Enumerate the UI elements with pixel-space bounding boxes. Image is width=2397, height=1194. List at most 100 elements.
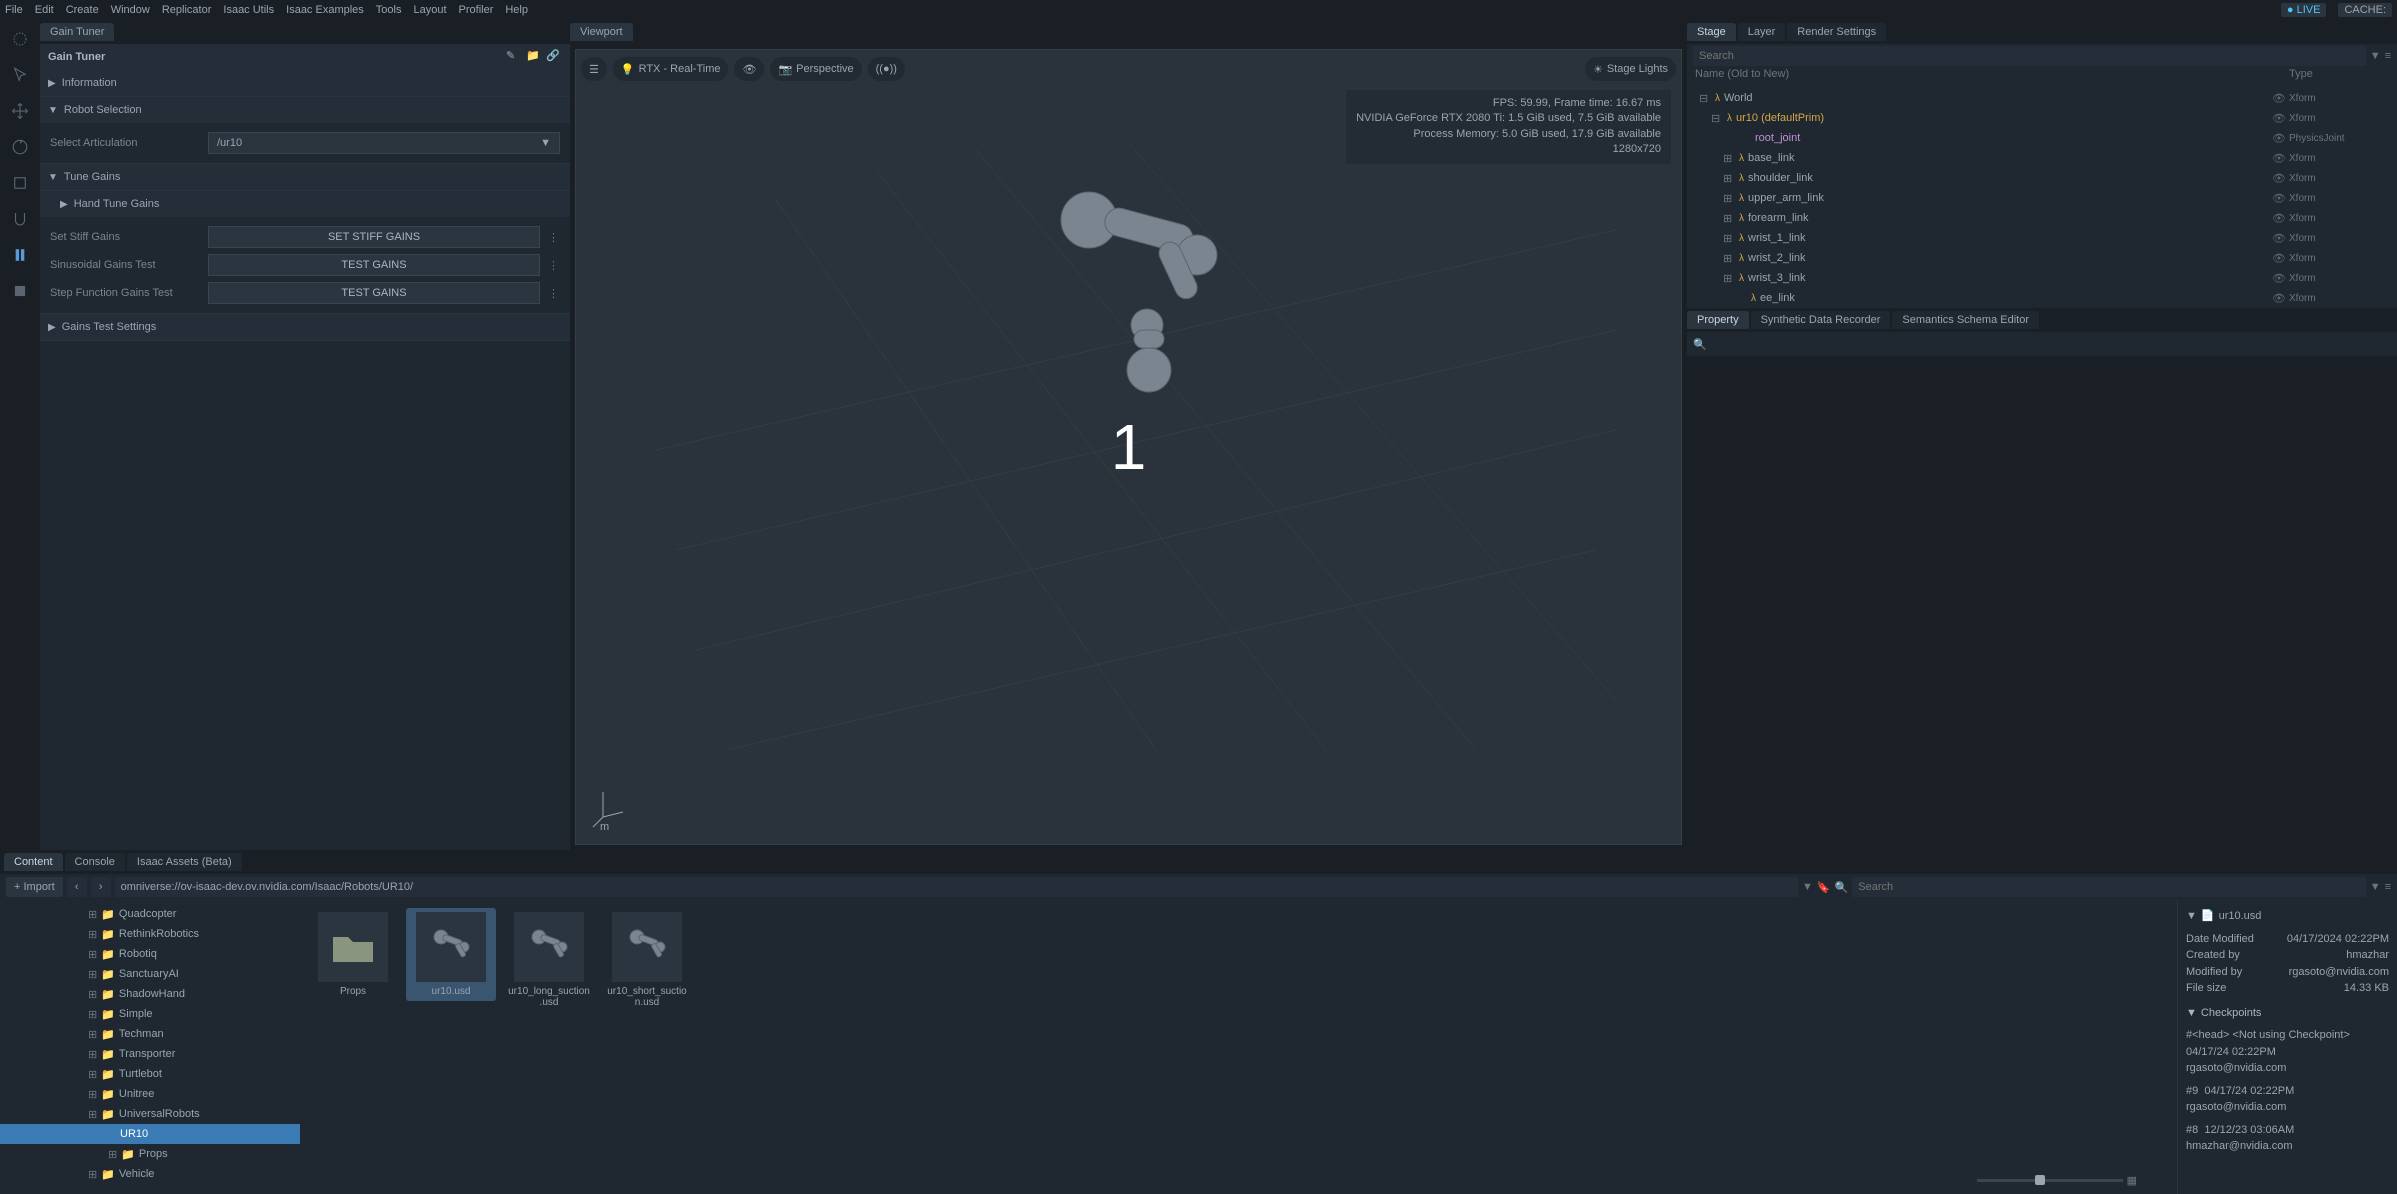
folder-row[interactable]: ⊞📁Transporter bbox=[0, 1044, 300, 1064]
tree-row[interactable]: ⊟ λ ur10 (defaultPrim) 👁Xform bbox=[1687, 108, 2397, 128]
nav-forward-button[interactable]: › bbox=[91, 877, 111, 897]
folder-row[interactable]: ⊞📁Simple bbox=[0, 1004, 300, 1024]
tree-row[interactable]: ⊞ λ upper_arm_link 👁Xform bbox=[1687, 188, 2397, 208]
filter-icon[interactable]: ▼ bbox=[2370, 881, 2381, 893]
tree-row[interactable]: ⊞ λ wrist_3_link 👁Xform bbox=[1687, 268, 2397, 288]
grid-view-icon[interactable]: ▦ bbox=[2127, 1174, 2137, 1187]
snap-tool-icon[interactable] bbox=[6, 205, 34, 233]
menu-isaac-examples[interactable]: Isaac Examples bbox=[286, 4, 364, 16]
menu-help[interactable]: Help bbox=[505, 4, 528, 16]
type-column-header[interactable]: Type bbox=[2289, 68, 2389, 88]
pause-tool-icon[interactable] bbox=[6, 241, 34, 269]
test-gains-button-1[interactable]: TEST GAINS bbox=[208, 254, 540, 276]
tree-row[interactable]: ⊞ λ wrist_2_link 👁Xform bbox=[1687, 248, 2397, 268]
folder-row[interactable]: ⊞📁Unitree bbox=[0, 1084, 300, 1104]
articulation-dropdown[interactable]: /ur10 ▼ bbox=[208, 132, 560, 154]
folder-row-selected[interactable]: UR10 bbox=[0, 1124, 300, 1144]
folder-icon[interactable]: 📁 bbox=[526, 49, 542, 65]
tree-row[interactable]: ⊟ λ World 👁Xform bbox=[1687, 88, 2397, 108]
name-column-header[interactable]: Name (Old to New) bbox=[1695, 68, 2269, 88]
folder-row[interactable]: ⊞📁UniversalRobots bbox=[0, 1104, 300, 1124]
folder-row[interactable]: ⊞📁Vehicle bbox=[0, 1164, 300, 1184]
nav-back-button[interactable]: ‹ bbox=[67, 877, 87, 897]
stage-lights-button[interactable]: ☀ Stage Lights bbox=[1585, 57, 1676, 81]
list-view-icon[interactable]: ≡ bbox=[2385, 881, 2391, 893]
options-icon[interactable]: ≡ bbox=[2385, 50, 2391, 62]
viewport-tab[interactable]: Viewport bbox=[570, 23, 633, 41]
isaac-assets-tab[interactable]: Isaac Assets (Beta) bbox=[127, 853, 242, 871]
menu-tools[interactable]: Tools bbox=[376, 4, 402, 16]
menu-replicator[interactable]: Replicator bbox=[162, 4, 212, 16]
stage-search-input[interactable] bbox=[1693, 46, 2366, 66]
camera-button[interactable]: 📷 Perspective bbox=[770, 57, 861, 81]
import-button[interactable]: + Import bbox=[6, 877, 63, 897]
tune-gains-section[interactable]: ▼Tune Gains bbox=[40, 164, 570, 190]
tree-row[interactable]: ⊞ λ forearm_link 👁Xform bbox=[1687, 208, 2397, 228]
filter-icon[interactable]: ▼ bbox=[2370, 50, 2381, 62]
bookmark-icon[interactable]: 🔖 bbox=[1817, 881, 1831, 894]
checkpoint-3-num[interactable]: #8 bbox=[2186, 1124, 2198, 1136]
hand-tune-gains-section[interactable]: ▶Hand Tune Gains bbox=[40, 191, 570, 217]
tree-row[interactable]: ⊞ λ base_link 👁Xform bbox=[1687, 148, 2397, 168]
property-search-input[interactable] bbox=[1707, 334, 2391, 354]
cache-badge[interactable]: CACHE: bbox=[2338, 3, 2392, 17]
gain-tuner-tab[interactable]: Gain Tuner bbox=[40, 23, 114, 41]
search-icon[interactable]: 🔍 bbox=[1835, 881, 1849, 894]
rtx-mode-button[interactable]: 💡 RTX - Real-Time bbox=[613, 57, 729, 81]
menu-create[interactable]: Create bbox=[66, 4, 99, 16]
stage-tree[interactable]: ⊟ λ World 👁Xform ⊟ λ ur10 (defaultPrim) … bbox=[1687, 88, 2397, 308]
menu-window[interactable]: Window bbox=[111, 4, 150, 16]
folder-row[interactable]: ⊞📁Techman bbox=[0, 1024, 300, 1044]
thumbnail-grid[interactable]: Propsur10.usdur10_long_suction.usdur10_s… bbox=[300, 900, 2177, 1194]
move-tool-icon[interactable] bbox=[6, 97, 34, 125]
thumbnail[interactable]: ur10_long_suction.usd bbox=[504, 908, 594, 1012]
set-stiff-gains-button[interactable]: SET STIFF GAINS bbox=[208, 226, 540, 248]
thumbnail[interactable]: ur10_short_suction.usd bbox=[602, 908, 692, 1012]
rotate-tool-icon[interactable] bbox=[6, 133, 34, 161]
information-section[interactable]: ▶Information bbox=[40, 70, 570, 96]
link-icon[interactable]: 🔗 bbox=[546, 49, 562, 65]
render-settings-tab[interactable]: Render Settings bbox=[1787, 23, 1886, 41]
folder-row[interactable]: ⊞📁RethinkRobotics bbox=[0, 924, 300, 944]
checkpoint-2-num[interactable]: #9 bbox=[2186, 1085, 2198, 1097]
eye-icon[interactable]: 👁 bbox=[734, 57, 764, 81]
menu-isaac-utils[interactable]: Isaac Utils bbox=[223, 4, 274, 16]
console-tab[interactable]: Console bbox=[65, 853, 125, 871]
folder-row[interactable]: ⊞📁Quadcopter bbox=[0, 904, 300, 924]
scale-tool-icon[interactable] bbox=[6, 169, 34, 197]
folder-row[interactable]: ⊞📁ShadowHand bbox=[0, 984, 300, 1004]
select-tool-icon[interactable] bbox=[6, 25, 34, 53]
checkpoint-head[interactable]: #<head> <Not using Checkpoint> bbox=[2186, 1027, 2389, 1044]
folder-tree[interactable]: ⊞📁Quadcopter⊞📁RethinkRobotics⊞📁Robotiq⊞📁… bbox=[0, 900, 300, 1194]
viewport[interactable]: ☰ 💡 RTX - Real-Time 👁 📷 Perspective ((●)… bbox=[575, 49, 1682, 845]
test-gains-button-2[interactable]: TEST GAINS bbox=[208, 282, 540, 304]
cursor-tool-icon[interactable] bbox=[6, 61, 34, 89]
thumbnail-zoom-slider[interactable]: ▦ bbox=[1977, 1172, 2137, 1188]
robot-selection-section[interactable]: ▼Robot Selection bbox=[40, 97, 570, 123]
menu-profiler[interactable]: Profiler bbox=[459, 4, 494, 16]
folder-row[interactable]: ⊞📁Turtlebot bbox=[0, 1064, 300, 1084]
folder-row[interactable]: ⊞📁Robotiq bbox=[0, 944, 300, 964]
thumbnail[interactable]: ur10.usd bbox=[406, 908, 496, 1001]
content-search-input[interactable] bbox=[1852, 877, 2365, 897]
folder-row[interactable]: ⊞📁SanctuaryAI bbox=[0, 964, 300, 984]
stop-tool-icon[interactable] bbox=[6, 277, 34, 305]
tree-row[interactable]: ⊞ λ wrist_1_link 👁Xform bbox=[1687, 228, 2397, 248]
content-tab[interactable]: Content bbox=[4, 853, 63, 871]
hamburger-icon[interactable]: ☰ bbox=[581, 57, 607, 81]
axis-gizmo[interactable]: m bbox=[588, 782, 628, 832]
gains-test-settings-section[interactable]: ▶Gains Test Settings bbox=[40, 314, 570, 340]
path-input[interactable] bbox=[115, 877, 1798, 897]
tree-row[interactable]: ⊞ λ shoulder_link 👁Xform bbox=[1687, 168, 2397, 188]
folder-row[interactable]: ⊞📁Props bbox=[0, 1144, 300, 1164]
tree-row[interactable]: λ ee_link 👁Xform bbox=[1687, 288, 2397, 308]
semantics-tab[interactable]: Semantics Schema Editor bbox=[1892, 311, 2039, 329]
live-badge[interactable]: ● LIVE bbox=[2281, 3, 2327, 17]
recording-icon[interactable]: ((●)) bbox=[868, 57, 905, 81]
menu-layout[interactable]: Layout bbox=[413, 4, 446, 16]
menu-file[interactable]: File bbox=[5, 4, 23, 16]
dropdown-icon[interactable]: ▼ bbox=[1802, 881, 1813, 893]
stage-tab[interactable]: Stage bbox=[1687, 23, 1736, 41]
edit-icon[interactable]: ✎ bbox=[506, 49, 522, 65]
layer-tab[interactable]: Layer bbox=[1738, 23, 1786, 41]
